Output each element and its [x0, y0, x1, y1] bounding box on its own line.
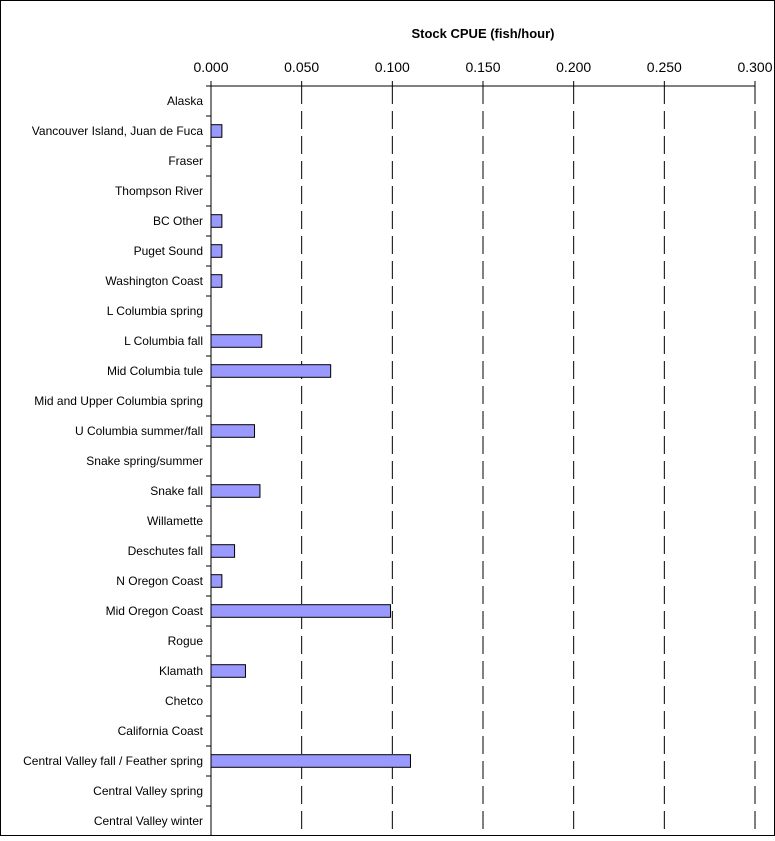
bar [210, 364, 332, 378]
category-label: Mid and Upper Columbia spring [34, 394, 203, 408]
bar [210, 754, 411, 768]
category-label: Central Valley winter [94, 814, 203, 828]
category-label: L Columbia fall [124, 334, 203, 348]
category-label: Rogue [168, 634, 204, 648]
category-labels: Alaska Vancouver Island, Juan de Fuca Fras… [23, 94, 204, 828]
category-label: Alaska [167, 94, 203, 108]
chart-title: Stock CPUE (fish/hour) [411, 26, 554, 41]
category-label: Deschutes fall [128, 544, 203, 558]
category-label: California Coast [118, 724, 204, 738]
x-tick-label: 0.250 [647, 59, 682, 75]
x-tick-label: 0.150 [465, 59, 500, 75]
bar [210, 244, 223, 258]
gridlines [301, 86, 756, 836]
category-label: Thompson River [115, 184, 203, 198]
bar [210, 574, 223, 588]
category-label: Central Valley fall / Feather spring [23, 754, 203, 768]
category-label: Mid Oregon Coast [106, 604, 204, 618]
bar [210, 664, 246, 678]
category-label: U Columbia summer/fall [75, 424, 203, 438]
x-tick-label: 0.000 [193, 59, 228, 75]
x-tick-label: 0.200 [556, 59, 591, 75]
category-label: Fraser [168, 154, 203, 168]
category-label: BC Other [153, 214, 203, 228]
category-label: Mid Columbia tule [107, 364, 203, 378]
category-label: Chetco [165, 694, 203, 708]
category-label: Puget Sound [134, 244, 203, 258]
category-label: Klamath [159, 664, 203, 678]
bar [210, 124, 223, 138]
bars [210, 124, 411, 768]
bar [210, 424, 256, 438]
bar [210, 604, 392, 618]
category-label: Snake spring/summer [86, 454, 203, 468]
category-label: Snake fall [150, 484, 203, 498]
axes [206, 81, 756, 836]
category-label: Willamette [147, 514, 203, 528]
category-label: Vancouver Island, Juan de Fuca [32, 124, 204, 138]
bar [210, 334, 263, 348]
category-label: N Oregon Coast [116, 574, 203, 588]
bar [210, 214, 223, 228]
category-label: L Columbia spring [107, 304, 203, 318]
x-tick-labels: 0.000 0.050 0.100 0.150 0.200 0.250 0.300 [193, 59, 772, 75]
x-tick-label: 0.300 [737, 59, 772, 75]
bar [210, 544, 236, 558]
category-label: Central Valley spring [93, 784, 203, 798]
category-label: Washington Coast [105, 274, 203, 288]
bar [210, 274, 223, 288]
x-tick-label: 0.050 [284, 59, 319, 75]
bar [210, 484, 261, 498]
x-tick-label: 0.100 [375, 59, 410, 75]
